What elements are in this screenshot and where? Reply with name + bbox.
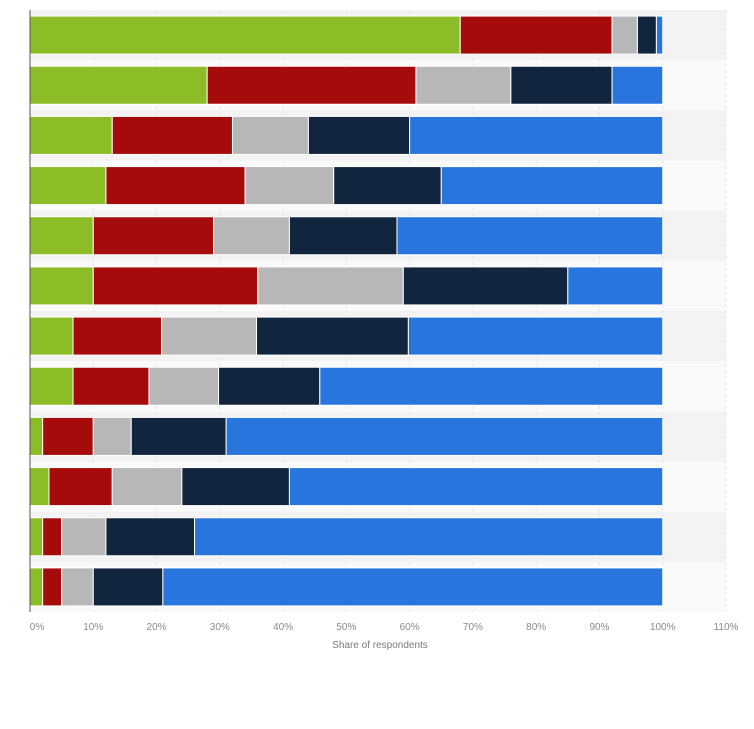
bar-segment [29, 166, 107, 206]
bar-segment [92, 216, 214, 256]
x-tick-label: 60% [400, 622, 420, 633]
bar-segment [396, 216, 664, 256]
x-tick-label: 0% [30, 622, 45, 633]
bar-segment [194, 517, 664, 557]
bar-segment [29, 115, 113, 155]
bar-segment [415, 65, 512, 105]
bar-segment [105, 517, 196, 557]
bar-segment [29, 366, 74, 406]
bar-segment [409, 115, 664, 155]
x-tick-label: 100% [650, 622, 676, 633]
bar-segment [29, 216, 94, 256]
bar-segment [402, 266, 569, 306]
x-tick-label: 20% [147, 622, 167, 633]
bar-segment [29, 416, 44, 456]
bar-segment [111, 467, 183, 507]
bar-segment [225, 416, 664, 456]
bar-segment [42, 416, 94, 456]
bar-segment [29, 65, 208, 105]
bar-segment [288, 467, 664, 507]
bar-segment [333, 166, 442, 206]
x-tick-label: 10% [83, 622, 103, 633]
bar-segment [92, 567, 164, 607]
bar-segment [244, 166, 335, 206]
bars [29, 15, 664, 607]
bar-segment [111, 115, 233, 155]
bar-segment [206, 65, 417, 105]
x-tick-label: 30% [210, 622, 230, 633]
x-tick-label: 50% [336, 622, 356, 633]
bar-segment [459, 15, 613, 55]
bar-segment [257, 266, 404, 306]
bar-segment [218, 366, 321, 406]
bar-segment [567, 266, 664, 306]
bar-segment [510, 65, 613, 105]
bar-segment [307, 115, 411, 155]
bar-segment [162, 567, 664, 607]
bar-segment [92, 416, 132, 456]
x-tick-label: 110% [714, 622, 739, 633]
bar-segment [105, 166, 246, 206]
bar-segment [72, 366, 150, 406]
bar-segment [231, 115, 309, 155]
bar-segment [636, 15, 657, 55]
bar-segment [407, 316, 664, 356]
bar-segment [29, 15, 461, 55]
bar-segment [29, 266, 94, 306]
gridlines [29, 10, 727, 612]
bar-segment [42, 517, 63, 557]
bar-segment [29, 316, 74, 356]
x-axis-title: Share of respondents [332, 640, 428, 651]
x-tick-label: 90% [589, 622, 609, 633]
x-tick-label: 80% [526, 622, 546, 633]
bar-segment [148, 366, 220, 406]
x-axis-ticks: 0% 10% 20% 30% 40% 50% 60% 70% 80% 90% 100% 110% [30, 622, 739, 633]
bar-segment [440, 166, 664, 206]
bar-segment [72, 316, 163, 356]
bar-segment [130, 416, 227, 456]
bar-segment [61, 517, 107, 557]
x-tick-label: 40% [273, 622, 293, 633]
bar-segment [29, 517, 44, 557]
bar-segment [29, 467, 50, 507]
bar-segment [611, 15, 638, 55]
bar-segment [42, 567, 63, 607]
bar-segment [256, 316, 409, 356]
bar-segment [288, 216, 398, 256]
bar-segment [181, 467, 290, 507]
bar-segment [29, 567, 44, 607]
bar-segment [212, 216, 290, 256]
bar-segment [655, 15, 664, 55]
bar-segment [319, 366, 664, 406]
x-tick-label: 70% [463, 622, 483, 633]
bar-segment [48, 467, 113, 507]
bar-segment [61, 567, 94, 607]
bar-segment [161, 316, 258, 356]
bar-segment [92, 266, 259, 306]
bar-segment [611, 65, 664, 105]
